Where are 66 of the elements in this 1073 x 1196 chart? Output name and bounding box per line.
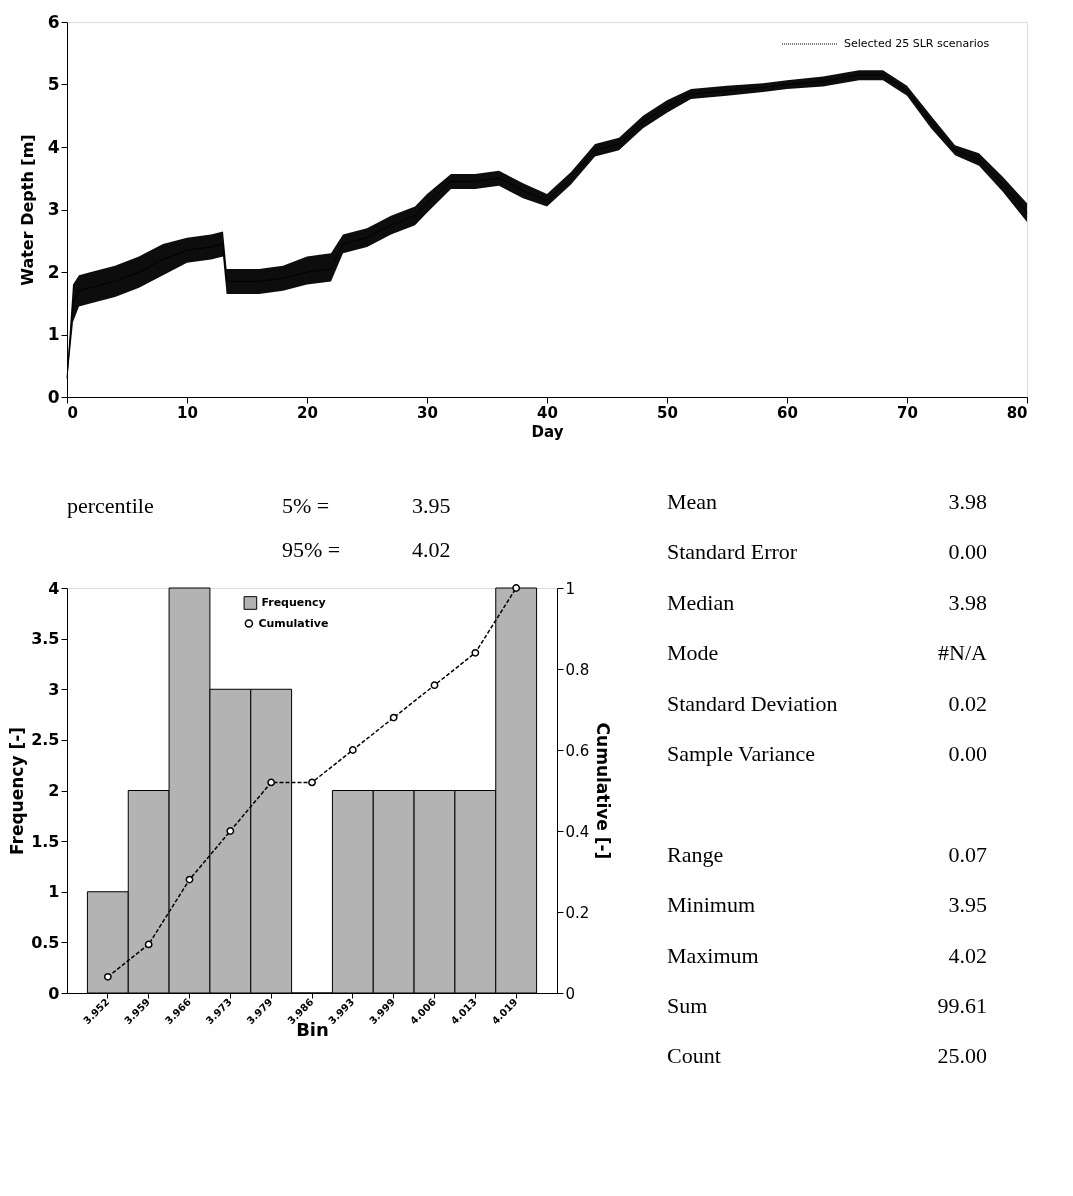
text: 5% =	[282, 493, 330, 518]
text: Count	[667, 1043, 721, 1069]
y-tick-label: 1.5	[31, 831, 60, 851]
text: 0.07	[948, 841, 987, 867]
x-axis-title: Day	[531, 422, 564, 441]
x-tick-label: 40	[537, 403, 558, 422]
y2-tick-label: 0.2	[565, 903, 590, 922]
y-tick-label: 4	[48, 578, 60, 598]
y-tick-label: 6	[47, 11, 60, 32]
text: 0.00	[948, 741, 987, 766]
x-tick-label: 70	[897, 403, 918, 422]
text: 3.98	[948, 489, 987, 514]
y-tick-label: 3	[47, 199, 60, 219]
y-tick-label: 1	[47, 324, 60, 344]
text: Standard Deviation	[667, 690, 838, 716]
y2-tick-label: 0.4	[565, 822, 590, 841]
y-tick-label: 1	[48, 882, 60, 902]
text: 0.00	[948, 539, 987, 565]
text: Minimum	[667, 892, 756, 918]
text: 0.02	[948, 690, 987, 716]
text: 3.98	[948, 589, 987, 615]
x-tick-label: 0	[67, 403, 78, 422]
text: 25.00	[937, 1043, 987, 1069]
text: Sum	[667, 993, 708, 1018]
legend-label: Frequency	[261, 596, 326, 609]
text: 4.02	[412, 537, 451, 562]
y-tick-label: 2	[48, 781, 60, 800]
y-tick-label: 0	[48, 983, 60, 1003]
text: Median	[667, 589, 735, 615]
text: #N/A	[938, 640, 988, 666]
x-tick-label: 80	[1006, 403, 1028, 422]
y2-tick-label: 1	[565, 579, 576, 598]
text: 95% =	[282, 537, 341, 562]
text: Mode	[667, 640, 719, 666]
text: Sample Variance	[667, 741, 816, 766]
y-axis-title: Water Depth [m]	[17, 134, 37, 286]
text: 4.02	[948, 942, 987, 968]
y2-tick-label: 0.6	[565, 741, 590, 760]
y-tick-label: 2	[47, 261, 60, 282]
text: 3.95	[948, 892, 987, 918]
text: 99.61	[937, 993, 987, 1018]
x-tick-label: 20	[297, 403, 318, 422]
y2-tick-label: 0.8	[565, 660, 590, 679]
y-tick-label: 0	[47, 386, 60, 407]
x-tick-label: 60	[777, 403, 798, 422]
y-tick-label: 3.5	[31, 629, 60, 649]
y-tick-label: 4	[47, 136, 60, 157]
text: Maximum	[667, 942, 759, 968]
y-tick-label: 0.5	[31, 932, 60, 952]
y2-tick-label: 0	[565, 984, 576, 1003]
x-tick-label: 30	[417, 403, 438, 422]
x-tick-label: 10	[177, 403, 198, 422]
y2-axis-title: Cumulative [-]	[593, 722, 614, 860]
legend-label: Cumulative	[258, 616, 329, 630]
x-axis-title: Bin	[296, 1019, 329, 1041]
text: Standard Error	[667, 539, 798, 565]
y-axis-title: Frequency [-]	[7, 726, 28, 856]
y-tick-label: 5	[47, 74, 60, 94]
text: Mean	[667, 489, 718, 514]
text: percentile	[67, 493, 154, 518]
y-tick-label: 2.5	[31, 730, 60, 750]
legend-label: Selected 25 SLR scenarios	[844, 37, 990, 50]
y-tick-label: 3	[48, 679, 60, 699]
text: Range	[667, 841, 724, 867]
x-tick-label: 50	[657, 403, 678, 422]
text: 3.95	[412, 493, 451, 518]
